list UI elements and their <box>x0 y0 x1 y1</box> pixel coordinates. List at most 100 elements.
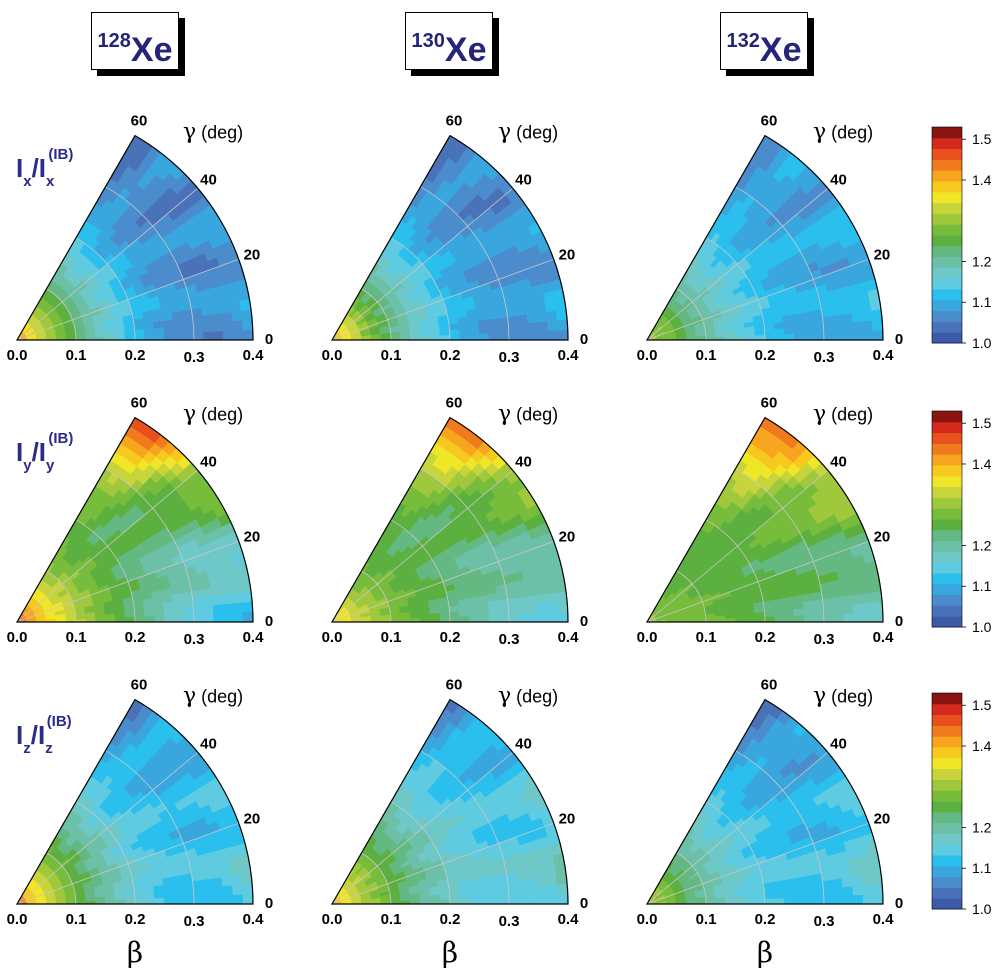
contour-cell <box>439 616 451 622</box>
contour-cell <box>232 611 244 622</box>
gamma-tick-label: 40 <box>200 453 217 470</box>
contour-cell <box>498 324 510 334</box>
contour-cell <box>822 605 835 615</box>
contour-cell <box>794 332 805 340</box>
contour-cell <box>439 334 451 340</box>
contour-cell <box>556 319 568 331</box>
contour-cell <box>851 593 863 605</box>
grid-arc <box>420 186 510 341</box>
contour-cell <box>516 877 529 889</box>
contour-cell <box>124 334 136 340</box>
contour-cell <box>764 334 776 340</box>
contour-cell <box>862 329 874 340</box>
contour-cell <box>134 898 146 904</box>
contour-cell <box>831 313 844 325</box>
contour-cell <box>527 321 539 332</box>
contour-cell <box>240 872 253 885</box>
contour-cell <box>213 612 224 622</box>
contour-cell <box>439 898 451 904</box>
grid-arc <box>390 237 451 341</box>
contour-cell <box>508 331 520 340</box>
beta-tick-label: 0.4 <box>558 347 580 364</box>
contour-cell <box>870 308 883 321</box>
contour-cell <box>517 886 529 897</box>
contour-cell <box>203 895 215 904</box>
contour-cell <box>793 607 805 616</box>
contour-cell <box>420 335 431 340</box>
grid-arc <box>105 750 195 905</box>
contour-cell <box>114 898 126 904</box>
gamma-tick-label: 20 <box>244 810 261 827</box>
contour-cell <box>813 331 825 340</box>
contour-cell <box>154 615 165 622</box>
contour-cell <box>201 595 214 607</box>
contour-cell <box>547 893 559 904</box>
contour-cell <box>872 329 883 340</box>
contour-cell <box>163 607 175 616</box>
contour-cell <box>841 594 854 606</box>
beta-tick-label: 0.4 <box>243 911 265 928</box>
beta-tick-label: 0.1 <box>381 629 402 646</box>
gamma-tick-label: 0 <box>895 331 903 348</box>
contour-cell <box>231 592 243 604</box>
contour-cell <box>774 615 786 622</box>
gamma-tick-label: 60 <box>761 113 778 130</box>
beta-tick-label: 0.0 <box>7 347 28 364</box>
contour-cell <box>241 883 253 895</box>
contour-cell <box>114 616 126 622</box>
grid-arc <box>46 288 77 341</box>
gamma-tick-label: 60 <box>131 395 148 412</box>
gamma-tick-label: 40 <box>515 171 532 188</box>
contour-cell <box>173 889 185 898</box>
contour-cell <box>232 893 244 904</box>
gamma-unit: (deg) <box>516 687 558 707</box>
contour-cell <box>164 332 175 340</box>
contour-cell <box>124 616 136 622</box>
gamma-symbol: γ <box>498 120 511 145</box>
grid-arc <box>420 750 510 905</box>
contour-cell <box>852 612 864 622</box>
beta-tick-label: 0.1 <box>696 629 717 646</box>
gamma-axis-title: γ (deg) <box>183 402 243 427</box>
contour-cell <box>488 614 500 622</box>
grid-ray <box>331 751 514 905</box>
contour-cell <box>843 330 854 340</box>
gamma-unit: (deg) <box>831 123 873 143</box>
contour-cell <box>537 884 549 896</box>
contour-cell <box>469 333 480 340</box>
contour-cell <box>498 895 510 904</box>
contour-cell <box>784 333 795 340</box>
grid-arc <box>390 519 451 623</box>
contour-cell <box>192 887 205 897</box>
contour-cell <box>232 329 244 340</box>
grid-arc <box>735 186 825 341</box>
contour-fill <box>17 417 253 622</box>
contour-cell <box>183 331 195 340</box>
contour-cell <box>242 893 253 904</box>
gamma-tick-label: 40 <box>830 453 847 470</box>
contour-cell <box>537 612 549 622</box>
gamma-axis-title: γ (deg) <box>498 120 558 145</box>
grid-ray <box>646 540 869 623</box>
beta-tick-label: 0.4 <box>558 629 580 646</box>
beta-tick-label: 0.0 <box>322 911 343 928</box>
contour-cell <box>528 330 539 340</box>
beta-tick-label: 0.0 <box>7 911 28 928</box>
beta-tick-label: 0.2 <box>755 347 776 364</box>
contour-cell <box>203 613 215 622</box>
grid-ray <box>16 258 239 341</box>
contour-fill <box>647 417 883 622</box>
contour-cell <box>546 592 558 604</box>
contour-cell <box>420 617 431 622</box>
contour-cell <box>449 616 461 622</box>
gamma-tick-label: 20 <box>559 246 576 263</box>
contour-cell <box>459 333 471 340</box>
contour-cell <box>173 614 185 622</box>
contour-cell <box>144 333 156 340</box>
contour-cell <box>517 604 529 615</box>
contour-cell <box>154 333 165 340</box>
